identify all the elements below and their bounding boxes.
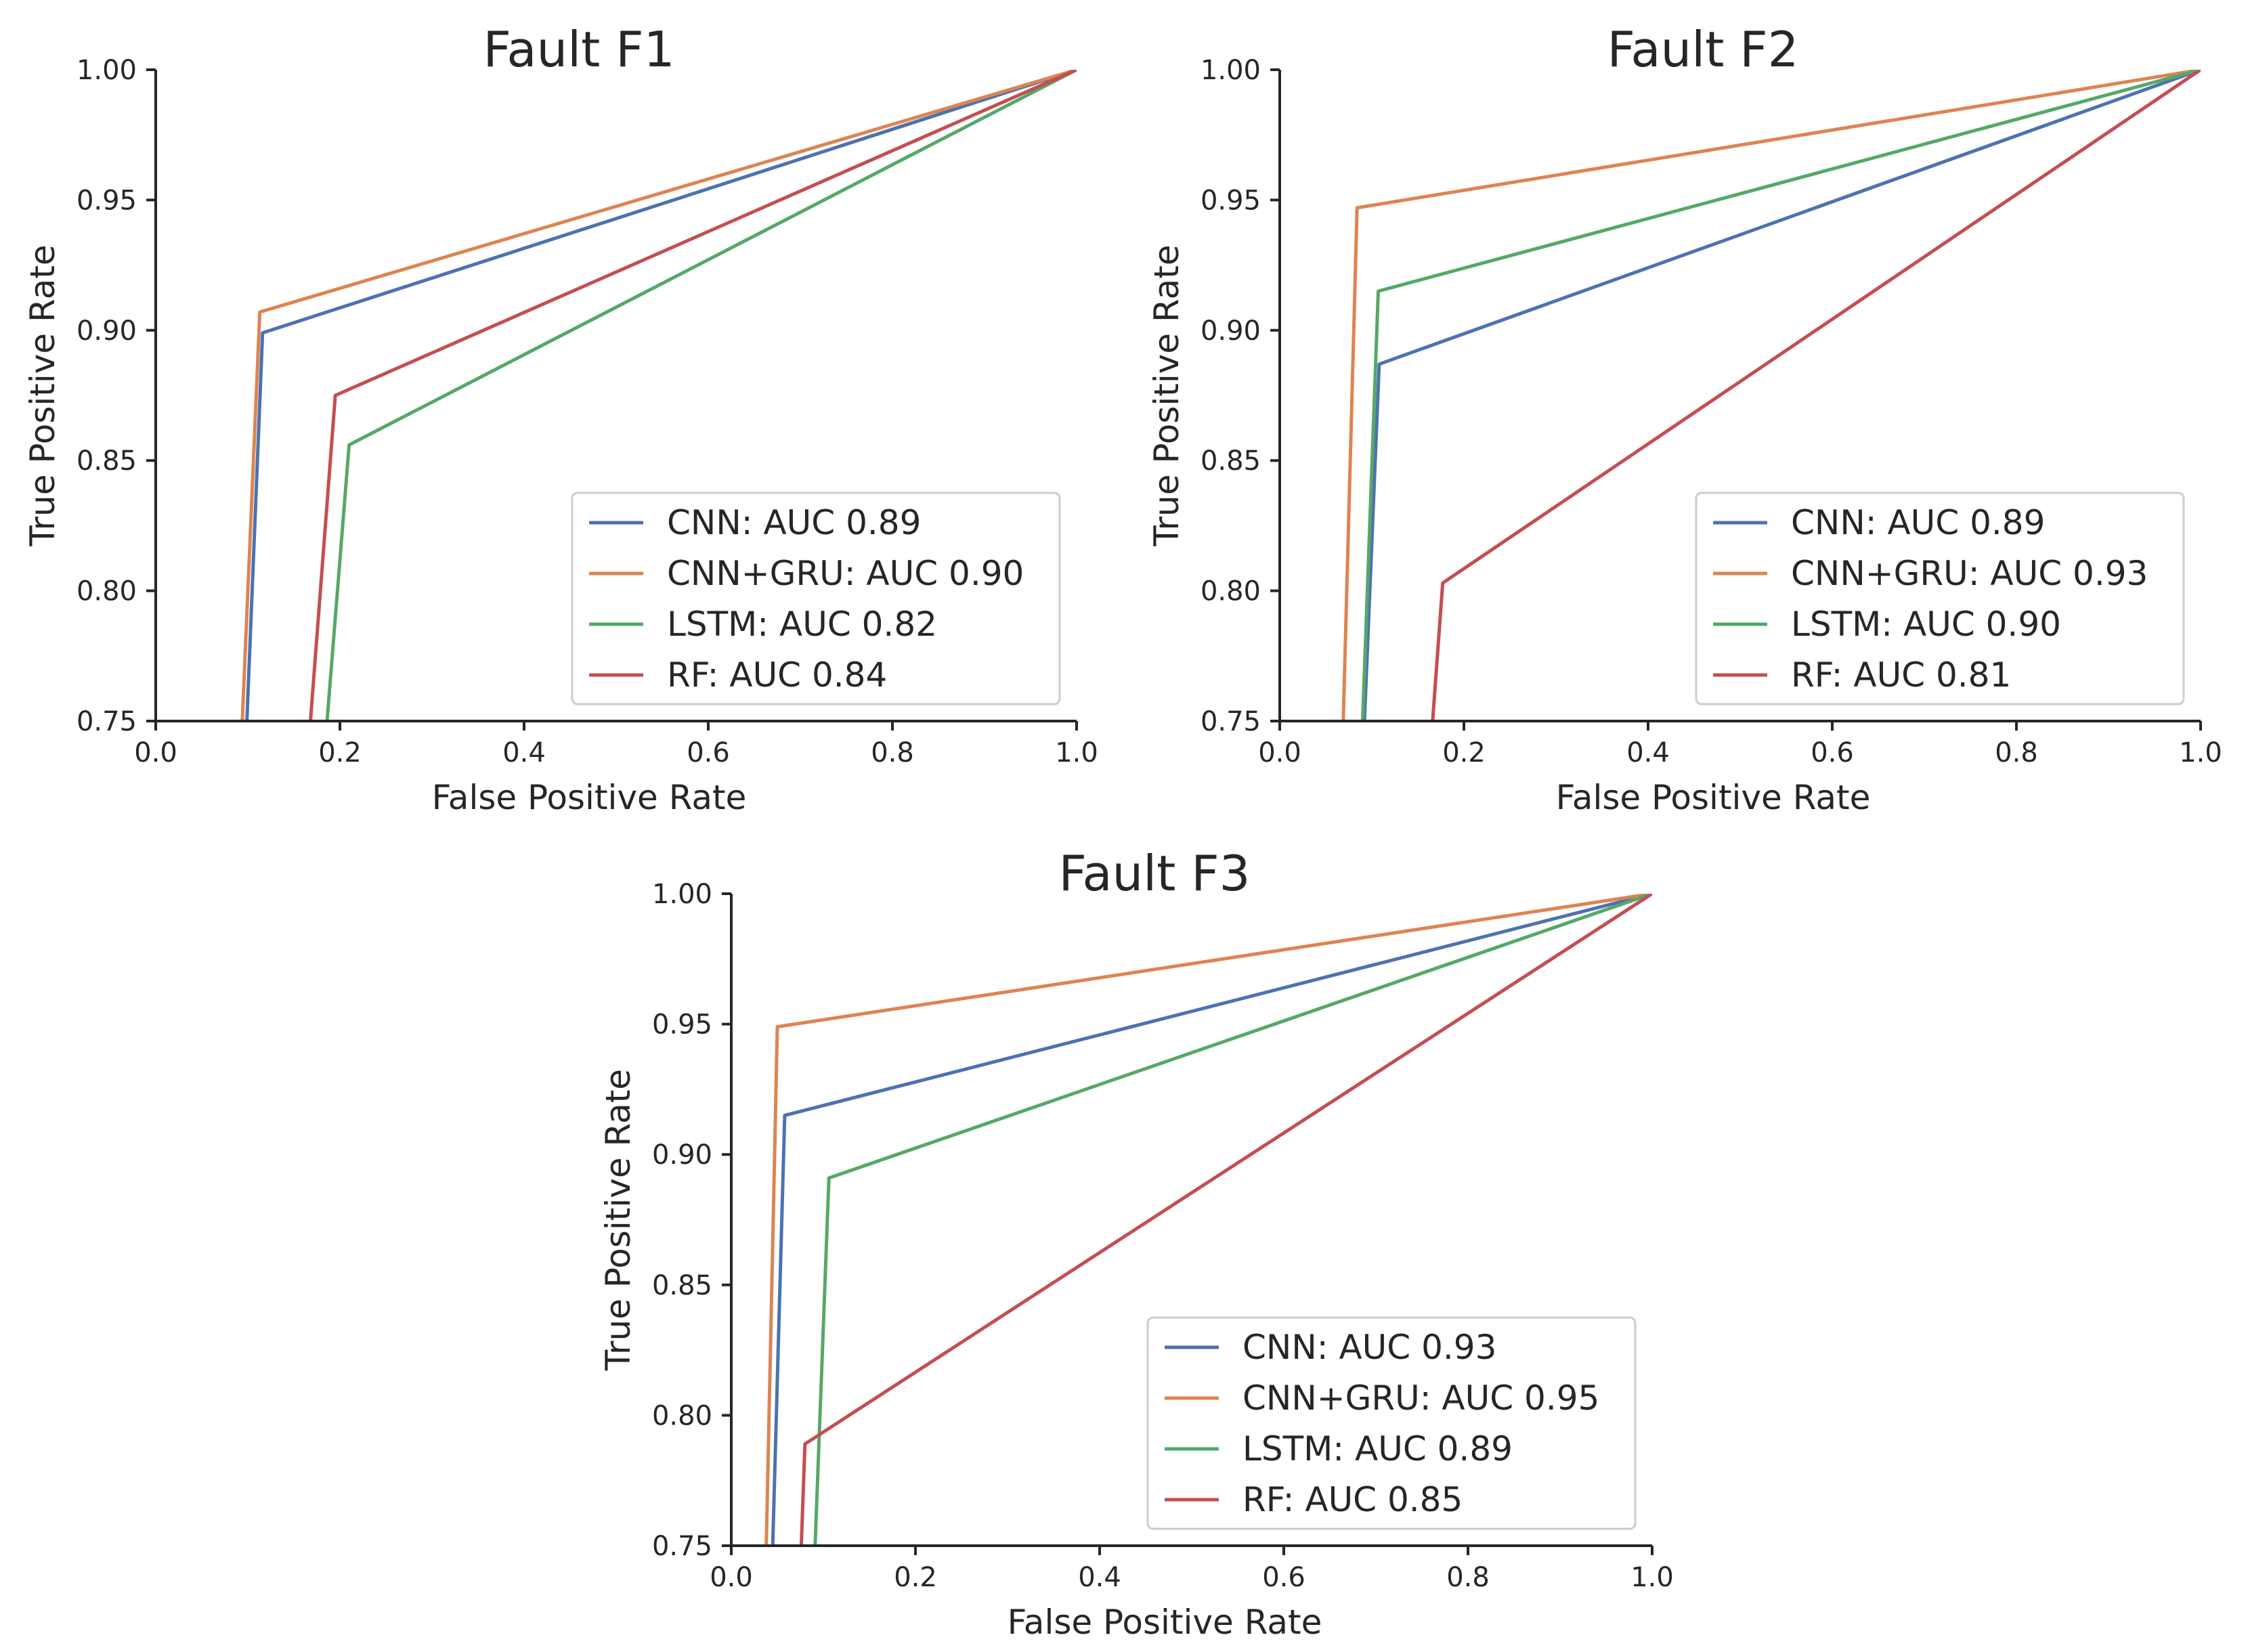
x-axis-label: False Positive Rate — [432, 778, 747, 817]
chart-title: Fault F1 — [483, 21, 675, 78]
legend-entry: CNN+GRU: AUC 0.93 — [1791, 554, 2148, 593]
y-axis-label: True Positive Rate — [1147, 244, 1186, 546]
y-tick-label: 0.95 — [1201, 185, 1261, 216]
y-tick-label: 0.95 — [652, 1009, 712, 1041]
series-line-cnn — [1361, 70, 2201, 721]
x-tick-label: 0.2 — [318, 737, 362, 768]
x-tick-label: 1.0 — [1055, 737, 1098, 768]
x-tick-label: 0.0 — [1258, 737, 1301, 768]
x-axis-label: False Positive Rate — [1008, 1603, 1322, 1642]
x-axis-label: False Positive Rate — [1556, 778, 1871, 817]
series-line-cnn — [243, 70, 1077, 721]
y-tick-label: 0.80 — [1201, 576, 1261, 607]
x-tick-label: 0.8 — [1995, 737, 2038, 768]
y-tick-label: 0.85 — [652, 1270, 712, 1301]
x-tick-label: 0.8 — [871, 737, 914, 768]
y-tick-label: 0.75 — [77, 706, 137, 737]
x-tick-label: 0.6 — [687, 737, 730, 768]
y-tick-label: 1.00 — [1201, 55, 1261, 86]
x-tick-label: 0.2 — [894, 1562, 937, 1593]
y-tick-label: 1.00 — [652, 879, 712, 910]
legend: CNN: AUC 0.89 CNN+GRU: AUC 0.90 LSTM: AUC … — [571, 492, 1061, 705]
legend: CNN: AUC 0.89 CNN+GRU: AUC 0.93 LSTM: AUC … — [1695, 492, 2185, 705]
chart-panel-3: 0.0 0.2 0.4 0.6 0.8 1.0 0.75 0.80 0.85 0.90 0.95 1.… — [599, 845, 1674, 1642]
series-line-cnn-gru — [1340, 70, 2201, 721]
series-line-lstm — [321, 70, 1077, 721]
x-tick-label: 0.6 — [1262, 1562, 1305, 1593]
y-tick-label: 0.75 — [652, 1531, 712, 1562]
y-tick-label: 0.75 — [1201, 706, 1261, 737]
x-tick-label: 1.0 — [2179, 737, 2222, 768]
legend-entry: RF: AUC 0.81 — [1791, 655, 2011, 695]
y-tick-label: 0.90 — [1201, 316, 1261, 347]
x-tick-label: 0.0 — [710, 1562, 753, 1593]
legend-entry: CNN+GRU: AUC 0.95 — [1242, 1378, 1599, 1418]
x-tick-label: 0.6 — [1811, 737, 1854, 768]
series-line-cnn — [771, 894, 1652, 1546]
legend-entry: CNN: AUC 0.89 — [667, 503, 921, 542]
y-tick-label: 0.80 — [77, 576, 137, 607]
legend-entry: LSTM: AUC 0.89 — [1242, 1429, 1513, 1469]
y-tick-label: 0.85 — [1201, 445, 1261, 477]
x-tick-label: 0.2 — [1442, 737, 1486, 768]
chart-panel-1: 0.0 0.2 0.4 0.6 0.8 1.0 0.75 0.80 0.85 0.90 0.95 1.… — [23, 21, 1098, 817]
chart-title: Fault F3 — [1059, 845, 1251, 902]
legend-entry: CNN: AUC 0.89 — [1791, 503, 2045, 542]
series-line-lstm — [1359, 70, 2201, 721]
x-tick-label: 1.0 — [1630, 1562, 1674, 1593]
legend-entry: LSTM: AUC 0.82 — [667, 605, 937, 644]
x-tick-label: 0.0 — [134, 737, 177, 768]
series-line-lstm — [812, 894, 1652, 1546]
y-axis-label: True Positive Rate — [599, 1069, 638, 1371]
x-tick-label: 0.4 — [502, 737, 546, 768]
x-tick-label: 0.4 — [1626, 737, 1670, 768]
chart-panel-2: 0.0 0.2 0.4 0.6 0.8 1.0 0.75 0.80 0.85 0.90 0.95 1.… — [1147, 21, 2222, 817]
y-axis-label: True Positive Rate — [23, 244, 62, 546]
x-tick-label: 0.4 — [1078, 1562, 1121, 1593]
legend-entry: RF: AUC 0.85 — [1242, 1480, 1463, 1519]
series-group — [1340, 70, 2201, 721]
legend-entry: CNN+GRU: AUC 0.90 — [667, 554, 1024, 593]
series-line-rf — [1427, 70, 2201, 721]
y-tick-label: 0.90 — [652, 1139, 712, 1171]
chart-title: Fault F2 — [1607, 21, 1799, 78]
series-group — [764, 894, 1652, 1546]
legend-frame — [1146, 1316, 1637, 1530]
y-tick-label: 0.95 — [77, 185, 137, 216]
series-group — [238, 70, 1077, 721]
legend-entry: CNN: AUC 0.93 — [1242, 1328, 1496, 1367]
legend-frame — [571, 492, 1061, 705]
y-tick-label: 0.85 — [77, 445, 137, 477]
legend-frame — [1695, 492, 2185, 705]
y-tick-label: 1.00 — [77, 55, 137, 86]
series-line-cnn-gru — [764, 894, 1652, 1546]
y-tick-label: 0.80 — [652, 1400, 712, 1431]
legend-entry: RF: AUC 0.84 — [667, 655, 887, 695]
legend: CNN: AUC 0.93 CNN+GRU: AUC 0.95 LSTM: AUC … — [1146, 1316, 1637, 1530]
series-line-rf — [798, 894, 1652, 1546]
y-tick-label: 0.90 — [77, 316, 137, 347]
legend-entry: LSTM: AUC 0.90 — [1791, 605, 2061, 644]
series-line-rf — [305, 70, 1077, 721]
x-tick-label: 0.8 — [1446, 1562, 1490, 1593]
series-line-cnn-gru — [238, 70, 1077, 721]
